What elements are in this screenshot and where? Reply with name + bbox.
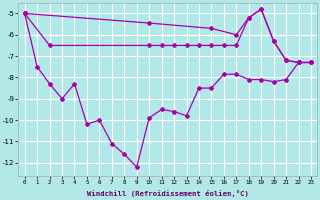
X-axis label: Windchill (Refroidissement éolien,°C): Windchill (Refroidissement éolien,°C): [87, 190, 249, 197]
